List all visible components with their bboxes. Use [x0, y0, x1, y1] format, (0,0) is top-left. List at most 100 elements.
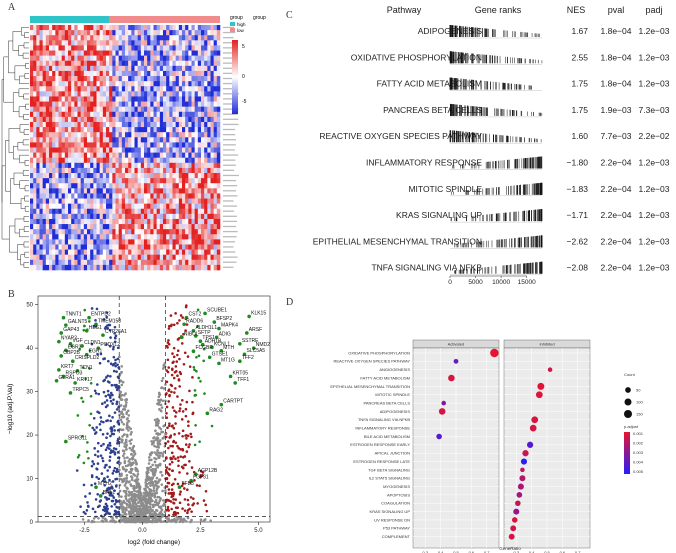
heatmap-cell: [121, 116, 126, 123]
volcano-point: [127, 426, 131, 429]
volcano-point: [167, 400, 170, 403]
heatmap-cell: [185, 50, 189, 56]
heatmap-cell: [45, 142, 50, 148]
heatmap-cell: [188, 35, 192, 41]
volcano-point: [99, 428, 102, 432]
heatmap-cell: [96, 234, 100, 240]
heatmap-cell: [125, 249, 129, 255]
legend-label-high: high: [237, 22, 246, 27]
heatmap-cell: [163, 60, 167, 67]
heatmap-cell: [172, 157, 176, 164]
heatmap-cell: [191, 198, 195, 204]
volcano-point: [114, 358, 117, 362]
heatmap-cell: [159, 183, 164, 189]
heatmap-cell: [175, 40, 180, 46]
heatmap-cell: [33, 224, 37, 230]
heatmap-cell: [39, 30, 43, 36]
heatmap-cell: [64, 25, 69, 31]
heatmap-cell: [96, 264, 100, 271]
heatmap-cell: [106, 203, 110, 210]
heatmap-cell: [128, 183, 132, 189]
heatmap-cell: [102, 239, 107, 245]
heatmap-cell: [207, 106, 211, 113]
volcano-point: [187, 420, 190, 423]
heatmap-cell: [201, 234, 205, 240]
heatmap-cell: [68, 137, 72, 143]
heatmap-cell: [99, 254, 104, 261]
volcano-labeled-point: [64, 323, 68, 327]
heatmap-cell: [115, 203, 119, 210]
volcano-point: [161, 454, 165, 458]
heatmap-cell: [74, 65, 78, 72]
heatmap-cell: [134, 208, 138, 215]
heatmap-cell: [87, 213, 91, 220]
heatmap-cell: [140, 116, 145, 123]
heatmap-cell: [140, 35, 145, 41]
heatmap-cell: [61, 229, 66, 235]
heatmap-cell: [156, 91, 161, 97]
volcano-point: [210, 424, 214, 428]
heatmap-cell: [30, 127, 34, 133]
volcano-point: [160, 430, 163, 434]
heatmap-cell: [213, 254, 218, 261]
heatmap-cell: [185, 264, 189, 271]
volcano-point: [163, 502, 166, 505]
heatmap-cell: [106, 55, 110, 62]
heatmap-cell: [115, 86, 119, 92]
heatmap-cell: [137, 50, 142, 56]
gene-label: RSPO3: [66, 370, 83, 376]
heatmap-cell: [90, 173, 94, 179]
heatmap-cell: [99, 157, 104, 164]
heatmap-cell: [99, 96, 104, 102]
heatmap-cell: [64, 249, 69, 255]
volcano-point: [132, 444, 136, 448]
volcano-point: [159, 470, 163, 474]
heatmap-cell: [156, 86, 161, 92]
heatmap-cell: [169, 157, 173, 164]
heatmap-cell: [109, 259, 113, 266]
heatmap-cell: [128, 208, 132, 215]
heatmap-cell: [87, 45, 91, 51]
heatmap-cell: [131, 50, 135, 56]
heatmap-cell: [42, 203, 47, 210]
heatmap-cell: [166, 55, 170, 62]
heatmap-cell: [93, 147, 97, 153]
heatmap-cell: [216, 60, 221, 67]
volcano-point: [86, 501, 89, 504]
heatmap-cell: [30, 203, 34, 210]
heatmap-cell: [178, 198, 183, 204]
gene-label: TFF2: [242, 355, 254, 361]
heatmap-cell: [55, 162, 59, 169]
heatmap-cell: [188, 76, 192, 82]
heatmap-cell: [178, 70, 183, 77]
heatmap-cell: [182, 254, 186, 261]
heatmap-cell: [64, 239, 69, 245]
heatmap-cell: [61, 132, 66, 138]
volcano-point: [116, 470, 120, 473]
heatmap-cell: [45, 137, 50, 143]
heatmap-cell: [163, 65, 167, 72]
heatmap-cell: [150, 142, 154, 148]
heatmap-cell: [36, 81, 40, 87]
heatmap-cell: [87, 188, 91, 194]
heatmap-cell: [118, 30, 123, 36]
heatmap-cell: [137, 25, 142, 31]
heatmap-cell: [156, 167, 161, 174]
heatmap-cell: [61, 213, 66, 220]
heatmap-cell: [74, 116, 78, 123]
volcano-point: [160, 406, 164, 409]
heatmap-cell: [131, 70, 135, 77]
heatmap-cell: [90, 224, 94, 230]
volcano-point: [103, 517, 107, 521]
volcano-point: [153, 418, 157, 422]
heatmap-cell: [134, 137, 138, 143]
heatmap-cell: [90, 213, 94, 220]
volcano-point: [111, 480, 115, 483]
gene-label: PODXL2: [100, 342, 120, 348]
heatmap-cell: [125, 244, 129, 250]
gene-label-mark: [223, 195, 238, 197]
heatmap-cell: [83, 249, 88, 255]
heatmap-cell: [115, 142, 119, 148]
volcano-point: [183, 351, 187, 355]
